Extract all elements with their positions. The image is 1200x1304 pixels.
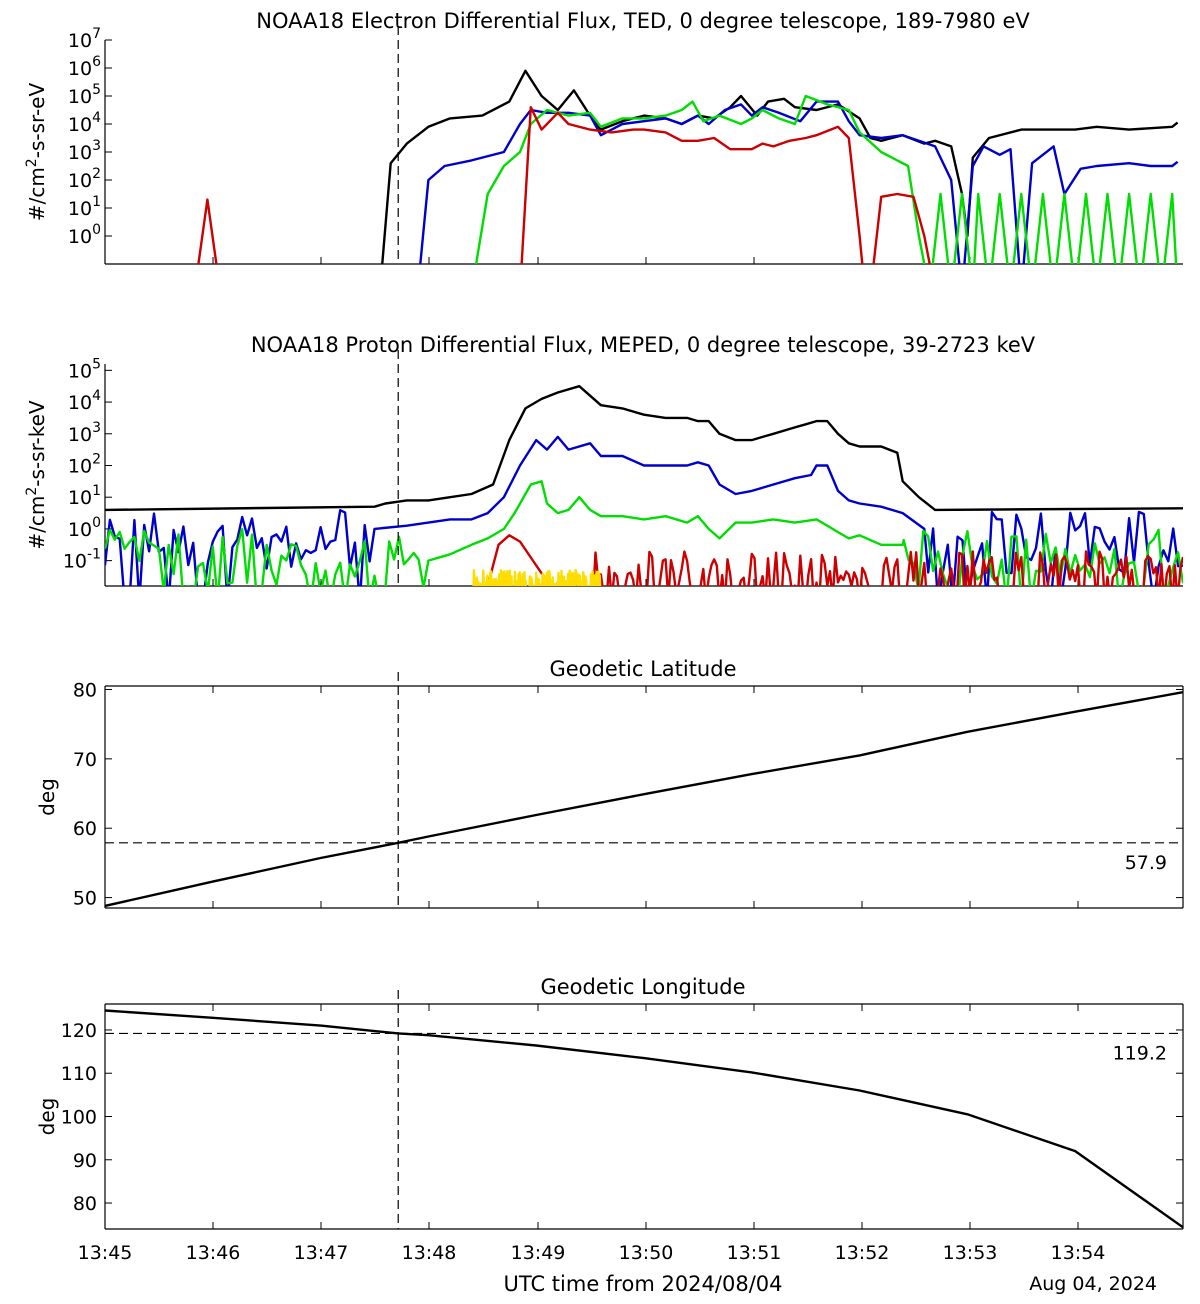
y-tick-label: 103 <box>68 420 101 446</box>
y-tick-label: 100 <box>68 222 101 248</box>
panel-1: NOAA18 Electron Differential Flux, TED, … <box>24 9 1183 265</box>
y-tick-label: 104 <box>68 110 101 136</box>
y-tick-label: 102 <box>68 451 101 477</box>
panel-title: Geodetic Longitude <box>540 975 745 999</box>
y-tick-label: 120 <box>61 1020 97 1042</box>
series-line-1 <box>105 1009 1183 1229</box>
x-tick-label: 13:48 <box>402 1242 457 1264</box>
y-tick-label: 103 <box>68 138 101 164</box>
y-tick-label: 102 <box>68 166 101 192</box>
x-axis: UTC time from 2024/08/04 Aug 04, 2024 <box>503 1272 1157 1296</box>
y-axis-label: #/cm2-s-sr-eV <box>24 83 49 222</box>
y-tick-label: 100 <box>68 515 101 541</box>
x-tick-label: 13:53 <box>943 1242 998 1264</box>
x-tick-label: 13:50 <box>619 1242 674 1264</box>
x-tick-label: 13:47 <box>294 1242 349 1264</box>
date-label: Aug 04, 2024 <box>1029 1273 1157 1295</box>
series-line-4 <box>197 106 931 264</box>
y-tick-label: 10-1 <box>63 547 101 573</box>
y-tick-label: 105 <box>68 356 101 382</box>
value-marker-label: 57.9 <box>1125 852 1167 874</box>
x-tick-label: 13:52 <box>835 1242 890 1264</box>
y-tick-label: 50 <box>73 888 97 910</box>
value-marker-label: 119.2 <box>1113 1042 1167 1064</box>
y-tick-label: 60 <box>73 818 97 840</box>
y-tick-label: 90 <box>73 1150 97 1172</box>
series-line-1 <box>381 69 1179 264</box>
y-tick-label: 110 <box>61 1063 97 1085</box>
x-tick-label: 13:46 <box>186 1242 241 1264</box>
y-tick-label: 100 <box>61 1107 97 1129</box>
y-tick-label: 101 <box>68 483 101 509</box>
x-axis-label: UTC time from 2024/08/04 <box>503 1272 782 1296</box>
panel-3: Geodetic Latitude 50 60 70 80 deg 57.9 <box>35 657 1184 910</box>
y-tick-label: 105 <box>68 82 101 108</box>
y-tick-label: 101 <box>68 194 101 220</box>
y-tick-label: 70 <box>73 749 97 771</box>
series-line-3 <box>105 480 1183 586</box>
x-tick-label: 13:54 <box>1051 1242 1106 1264</box>
y-tick-label: 80 <box>73 679 97 701</box>
panel-2: NOAA18 Proton Differential Flux, MEPED, … <box>24 333 1183 587</box>
series-line-2 <box>105 435 1183 586</box>
x-tick-label: 13:45 <box>78 1242 133 1264</box>
series-line-5 <box>472 569 602 586</box>
y-tick-label: 107 <box>68 26 101 52</box>
series-line-3 <box>474 94 1178 264</box>
y-axis-label: #/cm2-s-sr-keV <box>24 400 49 550</box>
series-line-1 <box>105 691 1183 908</box>
panel-title: NOAA18 Electron Differential Flux, TED, … <box>256 9 1030 33</box>
x-tick-label: 13:51 <box>727 1242 782 1264</box>
y-tick-label: 80 <box>73 1193 97 1215</box>
panel-4: Geodetic Longitude 80 90 100 110 120 deg 119.2 1… <box>35 975 1184 1264</box>
series-line-1 <box>105 385 1183 512</box>
y-axis-label: deg <box>35 1098 59 1136</box>
y-tick-label: 106 <box>68 54 101 80</box>
panel-title: NOAA18 Proton Differential Flux, MEPED, … <box>251 333 1036 357</box>
y-axis-label: deg <box>35 778 59 816</box>
panel-title: Geodetic Latitude <box>549 657 736 681</box>
series-line-4 <box>486 534 1183 586</box>
x-tick-label: 13:49 <box>511 1242 566 1264</box>
y-tick-label: 104 <box>68 388 101 414</box>
